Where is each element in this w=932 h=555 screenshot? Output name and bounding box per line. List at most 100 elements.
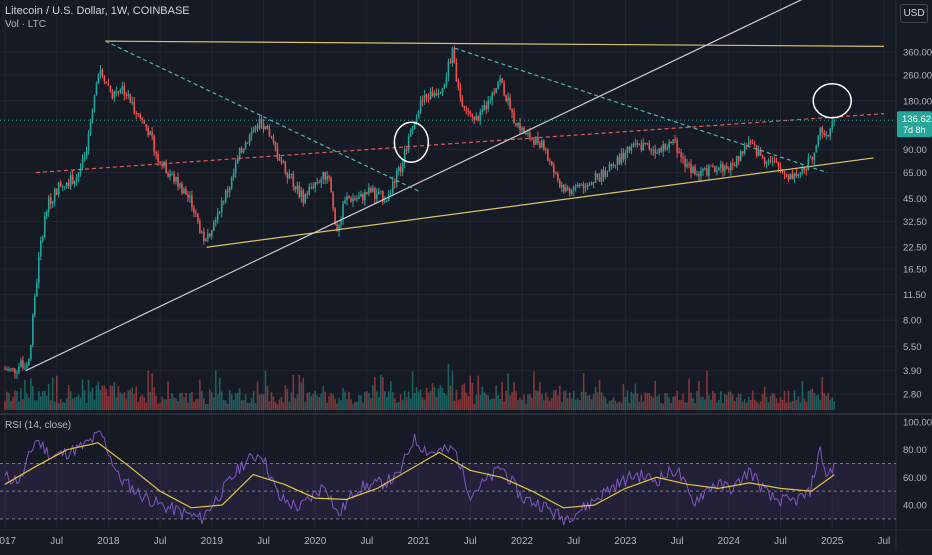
- candle-body: [53, 188, 56, 202]
- volume-bar: [564, 390, 567, 410]
- candle-body: [471, 113, 474, 117]
- candle-body: [714, 166, 716, 172]
- time-tick-label: Jul: [361, 536, 374, 547]
- candle-body: [113, 91, 116, 99]
- candle-body: [704, 168, 706, 170]
- volume-bar: [358, 395, 360, 410]
- volume-bar: [543, 400, 545, 410]
- volume-bar: [453, 400, 456, 410]
- candle-body: [32, 315, 34, 346]
- candle-body: [706, 168, 708, 176]
- volume-bar: [521, 399, 523, 410]
- candle-body: [244, 142, 247, 150]
- candle-body: [272, 138, 275, 142]
- annotation-circle: [812, 83, 852, 119]
- volume-bar: [318, 397, 320, 410]
- time-tick-label: Jul: [464, 536, 477, 547]
- candle-body: [503, 83, 505, 96]
- candle-body: [813, 152, 816, 160]
- volume-bar: [147, 370, 149, 410]
- volume-bar: [212, 397, 215, 410]
- candle-body: [280, 160, 283, 162]
- volume-bar: [443, 392, 446, 410]
- volume-bar: [189, 393, 191, 410]
- time-tick-label: 2017: [0, 536, 17, 547]
- candle-body: [600, 169, 603, 182]
- candle-body: [726, 165, 728, 169]
- volume-bar: [85, 402, 88, 410]
- candle-body: [358, 196, 360, 199]
- volume-bar: [417, 391, 420, 410]
- volume-bar: [433, 387, 436, 410]
- volume-bar: [195, 399, 197, 410]
- volume-bar: [620, 403, 623, 410]
- volume-bar: [105, 389, 108, 410]
- volume-bar: [714, 393, 716, 410]
- candle-body: [658, 148, 661, 153]
- candle-body: [604, 171, 607, 178]
- candle-body: [785, 174, 788, 176]
- currency-button[interactable]: USD: [900, 4, 928, 23]
- volume-bar: [694, 403, 696, 410]
- price-tick-label: 260.00: [903, 70, 932, 81]
- candle-body: [489, 100, 491, 102]
- candle-body: [151, 131, 153, 136]
- volume-bar: [612, 397, 615, 410]
- candle-body: [684, 158, 686, 167]
- volume-bar: [322, 385, 324, 410]
- volume-bar: [18, 401, 20, 410]
- candle-body: [491, 92, 493, 101]
- volume-bar: [312, 394, 315, 410]
- candle-body: [270, 136, 273, 139]
- candle-body: [642, 142, 645, 151]
- candle-body: [212, 222, 215, 231]
- candle-body: [445, 76, 448, 85]
- candle-body: [39, 240, 42, 257]
- volume-bar: [767, 402, 770, 410]
- candle-body: [728, 168, 730, 171]
- volume-bar: [157, 403, 159, 410]
- candle-body: [419, 100, 422, 112]
- candle-body: [101, 69, 104, 76]
- volume-bar: [729, 391, 732, 410]
- time-tick-label: Jul: [154, 536, 167, 547]
- candle-body: [425, 94, 428, 98]
- volume-bar: [296, 394, 299, 410]
- volume-bar: [487, 395, 489, 410]
- candle-body: [749, 141, 752, 143]
- volume-bar: [533, 371, 535, 410]
- candle-body: [624, 152, 627, 160]
- volume-bar: [149, 392, 151, 410]
- volume-bar: [706, 370, 708, 410]
- volume-bar: [712, 390, 714, 410]
- volume-bar: [342, 388, 344, 410]
- volume-bar: [471, 383, 474, 410]
- volume-bar: [576, 397, 579, 410]
- volume-bar: [604, 397, 607, 410]
- candle-body: [694, 166, 696, 175]
- candle-body: [47, 197, 50, 212]
- volume-bar: [763, 386, 766, 410]
- volume-bar: [731, 394, 734, 410]
- candle-body: [131, 101, 134, 103]
- volume-bar: [240, 400, 243, 410]
- candle-body: [549, 160, 551, 162]
- volume-bar: [614, 400, 617, 410]
- candle-body: [284, 161, 287, 173]
- candle-body: [105, 81, 108, 84]
- time-tick-label: Jul: [50, 536, 63, 547]
- candle-body: [71, 175, 74, 185]
- candle-body: [14, 368, 16, 374]
- volume-bar: [441, 387, 444, 410]
- volume-bar: [39, 396, 42, 410]
- candle-body: [513, 112, 515, 124]
- candle-body: [230, 177, 233, 189]
- volume-bar: [30, 378, 32, 410]
- candle-body: [38, 256, 40, 283]
- candle-body: [330, 177, 332, 193]
- candle-body: [765, 162, 768, 164]
- candle-body: [475, 116, 478, 120]
- price-tag: [897, 111, 932, 138]
